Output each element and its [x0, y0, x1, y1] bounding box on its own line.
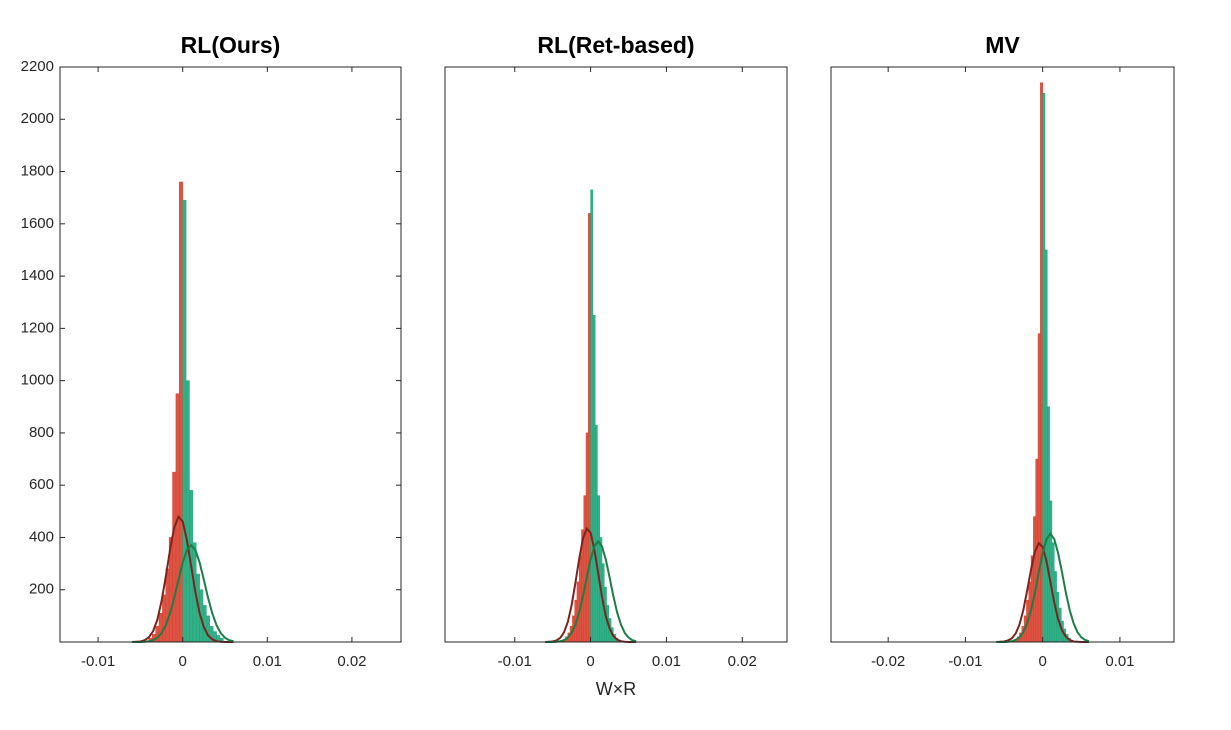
bar	[182, 200, 187, 643]
y-tick-label: 2000	[21, 110, 54, 127]
fit-curve	[996, 541, 1090, 643]
panel-title: RL(Ours)	[181, 32, 281, 58]
axes-frame	[59, 66, 402, 643]
bar	[206, 615, 211, 643]
axes-box	[831, 67, 1174, 642]
y-tick-label: 400	[29, 528, 54, 545]
bar	[1044, 249, 1048, 643]
x-tick-label: 0	[586, 653, 594, 670]
bar	[165, 568, 170, 643]
y-tick-label: 1000	[21, 372, 54, 389]
x-tick-label: 0.01	[652, 653, 681, 670]
bar	[1037, 333, 1041, 643]
x-tick-label: 0	[179, 653, 187, 670]
fit-curve	[131, 543, 234, 643]
x-tick-label: 0.02	[337, 653, 366, 670]
y-tick-label: 1400	[21, 267, 54, 284]
bar	[1033, 516, 1036, 643]
panel-title: MV	[985, 32, 1020, 58]
bar	[155, 626, 160, 643]
fit-curve	[545, 526, 637, 643]
y-tick-label: 200	[29, 581, 54, 598]
x-tick-label: -0.01	[498, 653, 532, 670]
y-tick-label: 1200	[21, 319, 54, 336]
bar	[158, 613, 163, 643]
y-tick-label: 1800	[21, 163, 54, 180]
x-tick-label: 0	[1038, 653, 1046, 670]
x-tick-label: 0.02	[728, 653, 757, 670]
x-tick-label: -0.01	[948, 653, 982, 670]
fit-curve	[131, 514, 234, 643]
x-tick-label: 0.01	[253, 653, 282, 670]
y-tick-label: 1600	[21, 215, 54, 232]
x-tick-label: -0.02	[871, 653, 905, 670]
x-axis-label: W×R	[596, 679, 637, 699]
y-tick-label: 600	[29, 476, 54, 493]
bar	[578, 555, 582, 643]
fit-curve	[996, 532, 1090, 643]
x-tick-label: 0.01	[1105, 653, 1134, 670]
y-tick-label: 800	[29, 424, 54, 441]
bar	[583, 495, 587, 643]
bar	[172, 471, 177, 643]
bar	[585, 432, 589, 643]
bar	[590, 189, 594, 643]
bar	[592, 315, 596, 643]
bar	[1049, 500, 1053, 643]
axes-frame	[444, 66, 788, 643]
fit-curve	[545, 539, 637, 643]
panel-title: RL(Ret-based)	[537, 32, 694, 58]
bar	[594, 424, 598, 643]
axes-box	[60, 67, 401, 642]
bar	[1047, 406, 1050, 643]
axes-frame	[830, 66, 1175, 643]
x-tick-label: -0.01	[81, 653, 115, 670]
bar	[185, 380, 190, 643]
bar	[588, 213, 591, 643]
y-tick-label: 2200	[21, 58, 54, 75]
bar	[1042, 92, 1046, 643]
bar	[162, 594, 167, 643]
axes-box	[445, 67, 787, 642]
